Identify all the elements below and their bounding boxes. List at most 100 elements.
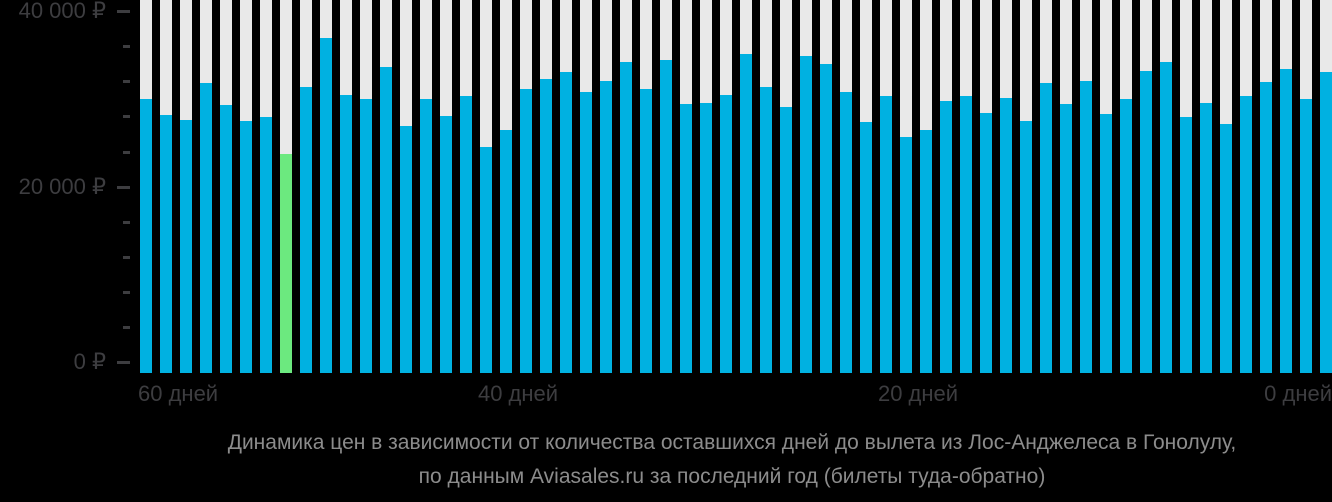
price-bar[interactable] <box>1100 114 1112 373</box>
bar-track <box>1200 0 1212 373</box>
price-bar[interactable] <box>1220 124 1232 373</box>
x-axis-label-60-days: 60 дней <box>138 381 219 406</box>
bar-track <box>640 0 652 373</box>
price-bar[interactable] <box>960 96 972 373</box>
price-bar[interactable] <box>1280 69 1292 373</box>
price-bar[interactable] <box>620 62 632 373</box>
price-bar[interactable] <box>500 130 512 373</box>
price-bar[interactable] <box>300 87 312 373</box>
price-bar[interactable] <box>740 54 752 373</box>
price-bar[interactable] <box>900 137 912 373</box>
y-axis-major-tick <box>117 186 130 189</box>
bar-track <box>920 0 932 373</box>
bar-track <box>160 0 172 373</box>
bar-track <box>720 0 732 373</box>
price-bar[interactable] <box>340 95 352 373</box>
price-bar[interactable] <box>720 95 732 373</box>
bar-track <box>820 0 832 373</box>
price-bar[interactable] <box>580 92 592 373</box>
price-bar[interactable] <box>1000 98 1012 373</box>
price-bar[interactable] <box>480 147 492 373</box>
price-bar[interactable] <box>1120 99 1132 373</box>
y-axis-minor-tick <box>123 151 130 154</box>
price-bar[interactable] <box>320 38 332 373</box>
bar-track <box>980 0 992 373</box>
bar-track <box>1320 0 1332 373</box>
bar-track <box>500 0 512 373</box>
price-bar[interactable] <box>920 130 932 373</box>
x-axis-label-20-days: 20 дней <box>877 381 959 406</box>
price-bar[interactable] <box>560 72 572 373</box>
price-bar[interactable] <box>1180 117 1192 373</box>
plot-area <box>140 0 1332 373</box>
price-bar[interactable] <box>1300 99 1312 373</box>
price-bar[interactable] <box>260 117 272 373</box>
bar-track <box>540 0 552 373</box>
bar-track <box>960 0 972 373</box>
price-bar[interactable] <box>660 60 672 373</box>
y-axis-minor-tick <box>123 221 130 224</box>
price-bar[interactable] <box>1060 104 1072 373</box>
price-bar[interactable] <box>240 121 252 373</box>
price-bar[interactable] <box>1020 121 1032 373</box>
bar-track <box>740 0 752 373</box>
price-bar[interactable] <box>700 103 712 373</box>
price-bar[interactable] <box>800 56 812 373</box>
price-bar[interactable] <box>360 99 372 373</box>
bar-track <box>140 0 152 373</box>
price-bar[interactable] <box>440 116 452 373</box>
bar-track <box>1020 0 1032 373</box>
price-bar[interactable] <box>180 120 192 373</box>
price-bar[interactable] <box>780 107 792 373</box>
bar-track <box>780 0 792 373</box>
bar-track <box>360 0 372 373</box>
price-bar[interactable] <box>880 96 892 373</box>
bar-track <box>800 0 812 373</box>
price-bar[interactable] <box>460 96 472 373</box>
x-axis-label-40-days: 40 дней <box>477 381 559 406</box>
price-bar[interactable] <box>760 87 772 373</box>
bar-track <box>1260 0 1272 373</box>
bar-track <box>180 0 192 373</box>
price-bar[interactable] <box>640 89 652 373</box>
price-bar[interactable] <box>600 81 612 373</box>
bar-track <box>480 0 492 373</box>
bar-track <box>1180 0 1192 373</box>
price-bar[interactable] <box>540 79 552 373</box>
price-bar[interactable] <box>840 92 852 373</box>
price-bar[interactable] <box>940 101 952 373</box>
price-bar[interactable] <box>420 99 432 373</box>
y-axis-label-40000: 40 000 ₽ <box>18 0 106 23</box>
price-bar[interactable] <box>980 113 992 373</box>
price-bar[interactable] <box>400 126 412 373</box>
price-bar[interactable] <box>520 89 532 373</box>
price-bar[interactable] <box>1080 81 1092 373</box>
price-bar[interactable] <box>200 83 212 373</box>
price-bar[interactable] <box>1140 71 1152 373</box>
price-bar[interactable] <box>1040 83 1052 373</box>
bar-track <box>300 0 312 373</box>
price-bar[interactable] <box>860 122 872 373</box>
price-bar[interactable] <box>140 99 152 373</box>
price-bar[interactable] <box>1320 72 1332 373</box>
price-bar[interactable] <box>160 115 172 373</box>
bar-track <box>560 0 572 373</box>
price-bar[interactable] <box>220 105 232 373</box>
price-bar[interactable] <box>380 67 392 373</box>
bar-track <box>220 0 232 373</box>
price-bar[interactable] <box>1260 82 1272 373</box>
price-bar-lowest[interactable] <box>280 154 292 373</box>
bar-track <box>240 0 252 373</box>
price-bar[interactable] <box>680 104 692 373</box>
price-bar[interactable] <box>1160 62 1172 373</box>
bar-track <box>680 0 692 373</box>
price-bar[interactable] <box>1240 96 1252 373</box>
bar-track <box>520 0 532 373</box>
bar-track <box>900 0 912 373</box>
bar-track <box>940 0 952 373</box>
price-bar[interactable] <box>820 64 832 373</box>
bar-track <box>460 0 472 373</box>
price-bar[interactable] <box>1200 103 1212 373</box>
y-axis-label-20000: 20 000 ₽ <box>18 174 106 199</box>
